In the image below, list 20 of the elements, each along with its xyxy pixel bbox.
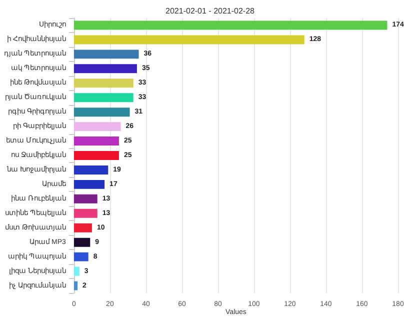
bar (74, 238, 90, 247)
bar (74, 108, 130, 117)
bar (74, 180, 105, 189)
bar (74, 151, 119, 160)
bar (74, 223, 92, 232)
bar (74, 78, 134, 88)
bar (74, 20, 388, 30)
chart-title: 2021-02-01 - 2021-02-28 (166, 6, 256, 16)
bar (74, 35, 304, 44)
bar (74, 266, 80, 276)
bar (74, 93, 134, 102)
bar (74, 136, 119, 146)
bar (74, 208, 98, 218)
bar (74, 194, 98, 204)
bar (74, 64, 137, 74)
bar (74, 122, 121, 132)
bar (74, 281, 78, 290)
bar (74, 165, 108, 174)
bar (74, 252, 88, 262)
bar (74, 50, 139, 59)
